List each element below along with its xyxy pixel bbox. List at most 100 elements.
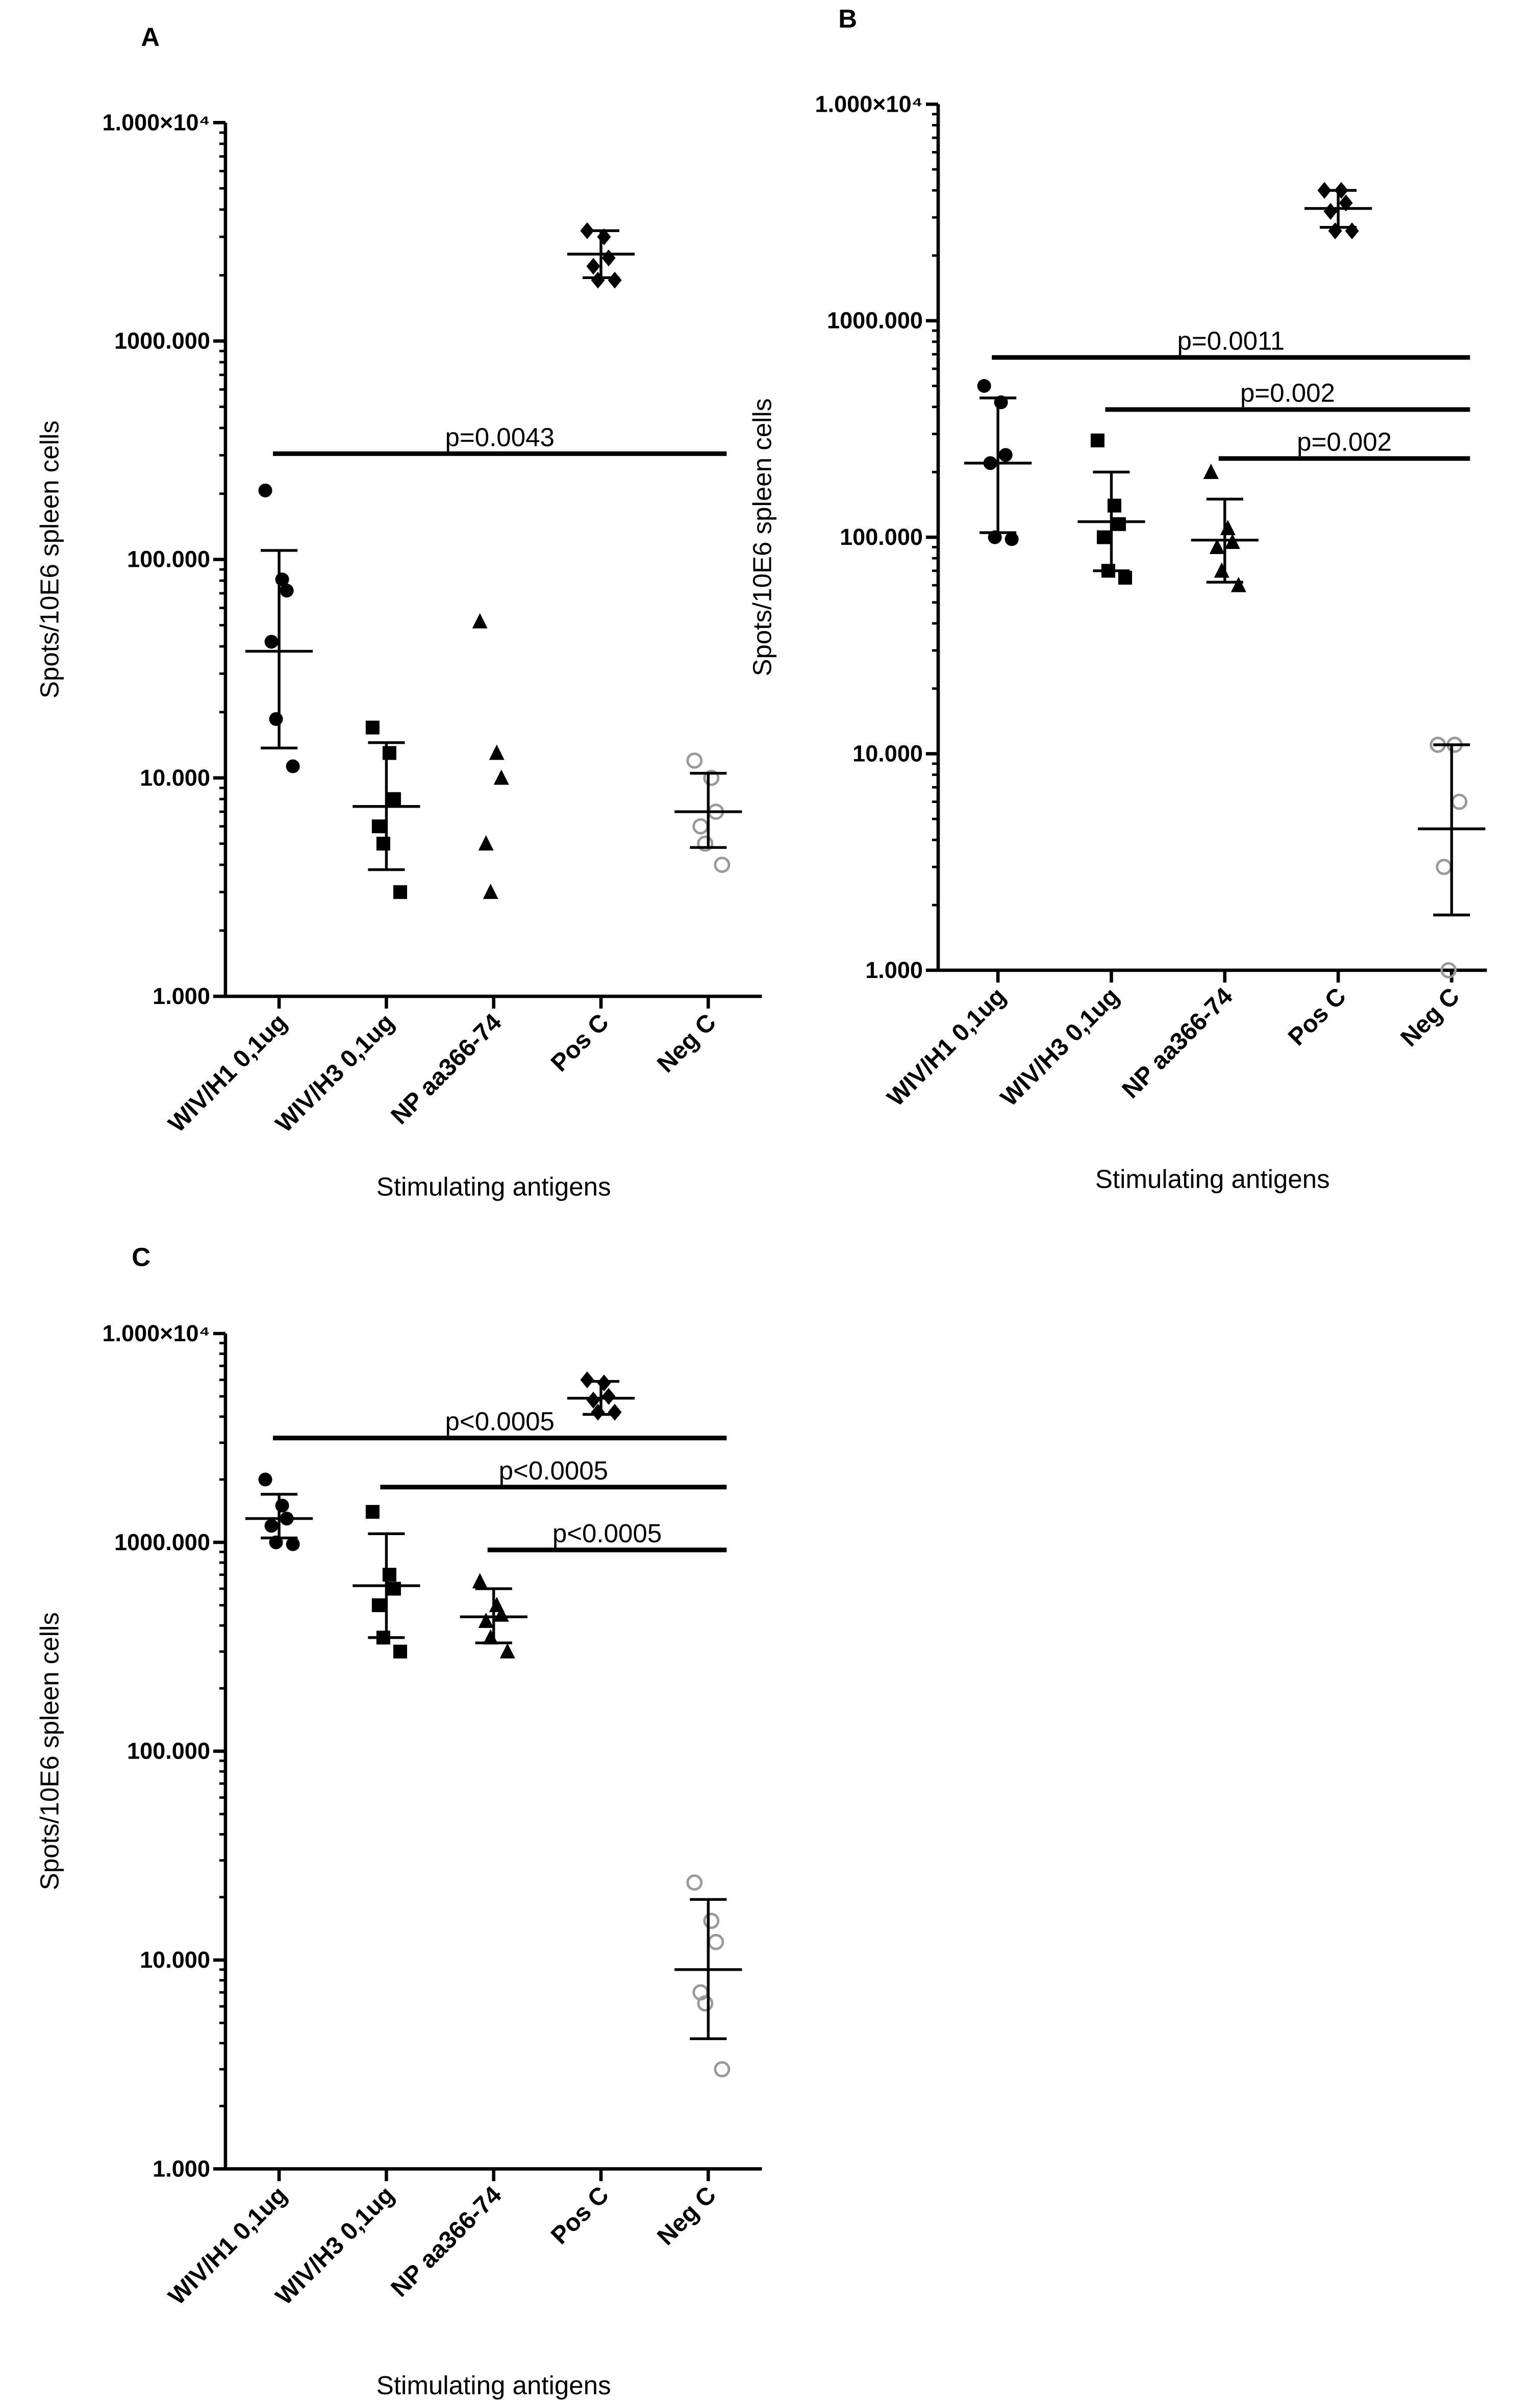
p-value: p=0.0043 — [445, 422, 555, 451]
point — [382, 1568, 396, 1582]
y-tick-label: 1.000×10⁴ — [102, 1320, 210, 1346]
y-tick-label: 1000.000 — [114, 328, 210, 354]
point — [499, 1643, 515, 1659]
point — [1230, 576, 1246, 592]
point — [697, 1995, 714, 2012]
y-tick-label: 1.000×10⁴ — [102, 109, 210, 135]
p-value: p<0.0005 — [499, 1456, 608, 1485]
point — [998, 448, 1013, 462]
y-tick-label: 100.000 — [127, 546, 210, 572]
y-axis-title: Spots/10E6 spleen cells — [35, 420, 64, 698]
y-axis-title: Spots/10E6 spleen cells — [748, 398, 777, 676]
point — [382, 746, 396, 760]
x-tick-label: Neg C — [652, 1009, 721, 1078]
p-value: p<0.0005 — [552, 1519, 662, 1548]
x-tick-label: WIV/H1 0,1ug — [882, 982, 1011, 1111]
point — [1090, 433, 1104, 447]
y-tick-label: 1.000 — [153, 983, 210, 1009]
point — [686, 1874, 703, 1891]
y-tick-label: 10.000 — [140, 765, 210, 791]
point — [493, 769, 509, 785]
point — [1118, 570, 1133, 585]
y-tick-label: 10.000 — [140, 1947, 210, 1973]
point — [714, 2061, 731, 2077]
y-tick-label: 10.000 — [852, 740, 923, 766]
y-axis-title: Spots/10E6 spleen cells — [35, 1612, 64, 1890]
point — [258, 1472, 272, 1487]
point — [264, 635, 279, 649]
point — [1107, 498, 1122, 513]
point — [371, 819, 386, 834]
point — [580, 1371, 594, 1389]
x-tick-label: Neg C — [1395, 982, 1465, 1051]
point — [387, 792, 401, 806]
x-tick-label: Pos C — [1283, 982, 1351, 1051]
x-tick-label: NP aa366-74 — [386, 1008, 507, 1130]
x-axis-title: Stimulating antigens — [1095, 1164, 1330, 1193]
x-tick-label: Neg C — [652, 2181, 721, 2250]
point — [264, 1519, 279, 1533]
y-tick-label: 1.000×10⁴ — [815, 91, 923, 117]
point — [1345, 222, 1359, 240]
point — [387, 1582, 401, 1596]
panel-label: A — [141, 22, 160, 52]
x-tick-label: Pos C — [545, 2181, 614, 2250]
point — [483, 884, 498, 899]
x-tick-label: NP aa366-74 — [386, 2181, 507, 2302]
point — [365, 720, 380, 735]
x-tick-label: WIV/H3 0,1ug — [995, 982, 1124, 1111]
point — [393, 885, 407, 899]
point — [686, 752, 703, 769]
point — [280, 584, 294, 598]
y-tick-label: 100.000 — [127, 1738, 210, 1764]
point — [1203, 463, 1219, 479]
point — [692, 818, 709, 835]
x-axis-title: Stimulating antigens — [376, 2371, 611, 2400]
panel-label: B — [838, 4, 857, 33]
point — [478, 835, 494, 851]
point — [608, 271, 622, 289]
point — [472, 1573, 488, 1589]
point — [286, 1537, 300, 1551]
p-value: p=0.002 — [1240, 379, 1335, 408]
p-value: p=0.002 — [1297, 428, 1392, 457]
y-tick-label: 1000.000 — [114, 1529, 210, 1555]
x-tick-label: NP aa366-74 — [1117, 982, 1238, 1103]
point — [1004, 532, 1019, 546]
point — [376, 837, 390, 851]
y-tick-label: 100.000 — [840, 524, 923, 550]
point — [608, 1403, 622, 1421]
point — [977, 379, 991, 393]
point — [1436, 859, 1452, 875]
y-tick-label: 1000.000 — [827, 308, 923, 334]
point — [371, 1598, 386, 1612]
point — [703, 1913, 720, 1929]
point — [275, 1498, 289, 1513]
y-tick-label: 1.000 — [865, 957, 923, 983]
x-tick-label: Pos C — [545, 1009, 614, 1077]
point — [365, 1504, 380, 1519]
point — [1440, 962, 1457, 979]
point — [1328, 222, 1342, 240]
point — [1214, 562, 1229, 578]
p-value: p<0.0005 — [445, 1407, 555, 1436]
point — [697, 835, 714, 852]
point — [714, 857, 731, 873]
point — [472, 613, 488, 629]
y-tick-label: 1.000 — [153, 2155, 210, 2181]
point — [1209, 538, 1225, 555]
point — [478, 1612, 494, 1628]
point — [269, 712, 283, 726]
point — [1112, 517, 1126, 531]
point — [1451, 793, 1468, 810]
point — [258, 483, 272, 497]
point — [1096, 530, 1111, 544]
point — [1220, 519, 1236, 536]
point — [286, 759, 300, 773]
x-axis-title: Stimulating antigens — [376, 1172, 611, 1201]
point — [703, 769, 720, 786]
point — [489, 744, 505, 760]
panel-label: C — [132, 1243, 150, 1272]
